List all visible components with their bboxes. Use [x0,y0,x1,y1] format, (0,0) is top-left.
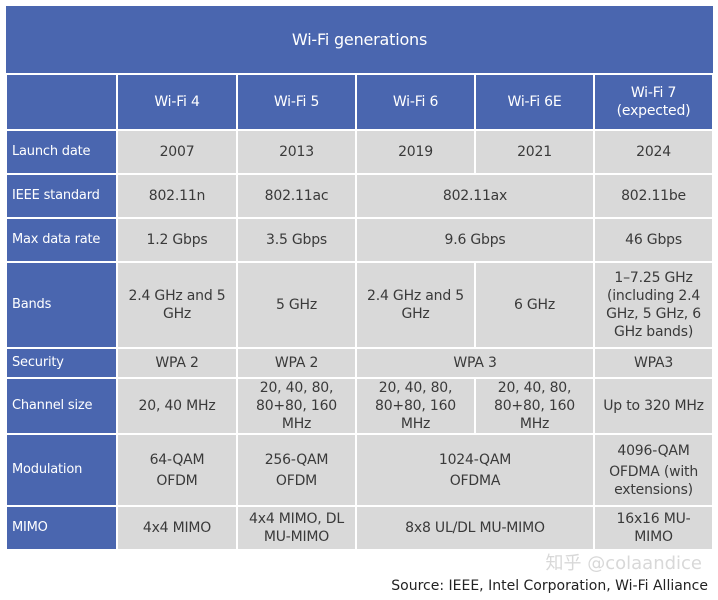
column-header: Wi-Fi 6E [474,73,595,131]
cell: 20, 40, 80, 80+80, 160 MHz [355,377,476,435]
cell: 2024 [592,129,715,175]
cell: 4096-QAM OFDMA (with extensions) [592,433,715,507]
cell: 802.11ax [355,173,595,219]
row-header: Modulation [5,433,118,507]
corner-cell [5,73,118,131]
cell: 2.4 GHz and 5 GHz [355,261,476,349]
table-row: Bands 2.4 GHz and 5 GHz 5 GHz 2.4 GHz an… [5,261,715,349]
cell: 2.4 GHz and 5 GHz [116,261,238,349]
cell: 8x8 UL/DL MU-MIMO [355,505,595,551]
row-header: Max data rate [5,217,118,263]
cell: 2007 [116,129,238,175]
cell-line: OFDMA [449,472,501,489]
row-header: Security [5,347,118,379]
column-header: Wi-Fi 5 [236,73,357,131]
cell: 2019 [355,129,476,175]
cell: WPA 2 [236,347,357,379]
cell: 1024-QAM OFDMA [355,433,595,507]
cell: 1–7.25 GHz (including 2.4 GHz, 5 GHz, 6 … [592,261,715,349]
table-row: Security WPA 2 WPA 2 WPA 3 WPA3 [5,347,715,379]
column-header: Wi-Fi 6 [355,73,476,131]
cell: 1.2 Gbps [116,217,238,263]
cell: 9.6 Gbps [355,217,595,263]
column-header: Wi-Fi 4 [116,73,238,131]
table-row: MIMO 4x4 MIMO 4x4 MIMO, DL MU-MIMO 8x8 U… [5,505,715,551]
cell: WPA 3 [355,347,595,379]
cell: 64-QAM OFDM [116,433,238,507]
cell: 20, 40, 80, 80+80, 160 MHz [236,377,357,435]
table-row: Channel size 20, 40 MHz 20, 40, 80, 80+8… [5,377,715,435]
wifi-generations-table: Wi-Fi generations Wi-Fi 4 Wi-Fi 5 Wi-Fi … [5,6,715,551]
table-title: Wi-Fi generations [6,6,714,75]
table-row: Launch date 2007 2013 2019 2021 2024 [5,129,715,175]
header-row: Wi-Fi 4 Wi-Fi 5 Wi-Fi 6 Wi-Fi 6E Wi-Fi 7… [5,73,715,131]
cell: WPA3 [592,347,715,379]
cell-line: 64-QAM [149,451,205,468]
row-header: IEEE standard [5,173,118,219]
cell: 802.11be [592,173,715,219]
cell-line: OFDM [156,472,198,489]
cell: 46 Gbps [592,217,715,263]
cell: 2013 [236,129,357,175]
cell: 802.11n [116,173,238,219]
cell: 20, 40 MHz [116,377,238,435]
cell: 6 GHz [474,261,595,349]
row-header: MIMO [5,505,118,551]
table-row: IEEE standard 802.11n 802.11ac 802.11ax … [5,173,715,219]
row-header: Channel size [5,377,118,435]
cell: 3.5 Gbps [236,217,357,263]
cell: 802.11ac [236,173,357,219]
watermark: 知乎 @colaandice [545,553,703,574]
cell-line: 1024-QAM [438,451,512,468]
cell: 20, 40, 80, 80+80, 160 MHz [474,377,595,435]
cell-line: 4096-QAM [617,442,690,459]
cell-line: 256-QAM [264,451,329,468]
column-header: Wi-Fi 7 (expected) [592,73,715,131]
source-note: Source: IEEE, Intel Corporation, Wi-Fi A… [391,578,708,594]
cell: 4x4 MIMO [116,505,238,551]
cell-line: OFDM [275,472,318,489]
row-header: Bands [5,261,118,349]
row-header: Launch date [5,129,118,175]
cell: WPA 2 [116,347,238,379]
cell: 5 GHz [236,261,357,349]
table-row: Modulation 64-QAM OFDM 256-QAM OFDM 1024-Q… [5,433,715,507]
cell: 256-QAM OFDM [236,433,357,507]
table-row: Max data rate 1.2 Gbps 3.5 Gbps 9.6 Gbps… [5,217,715,263]
cell: 4x4 MIMO, DL MU-MIMO [236,505,357,551]
cell: 2021 [474,129,595,175]
cell: Up to 320 MHz [592,377,715,435]
cell-line: OFDMA (with extensions) [609,463,698,498]
cell: 16x16 MU-MIMO [592,505,715,551]
